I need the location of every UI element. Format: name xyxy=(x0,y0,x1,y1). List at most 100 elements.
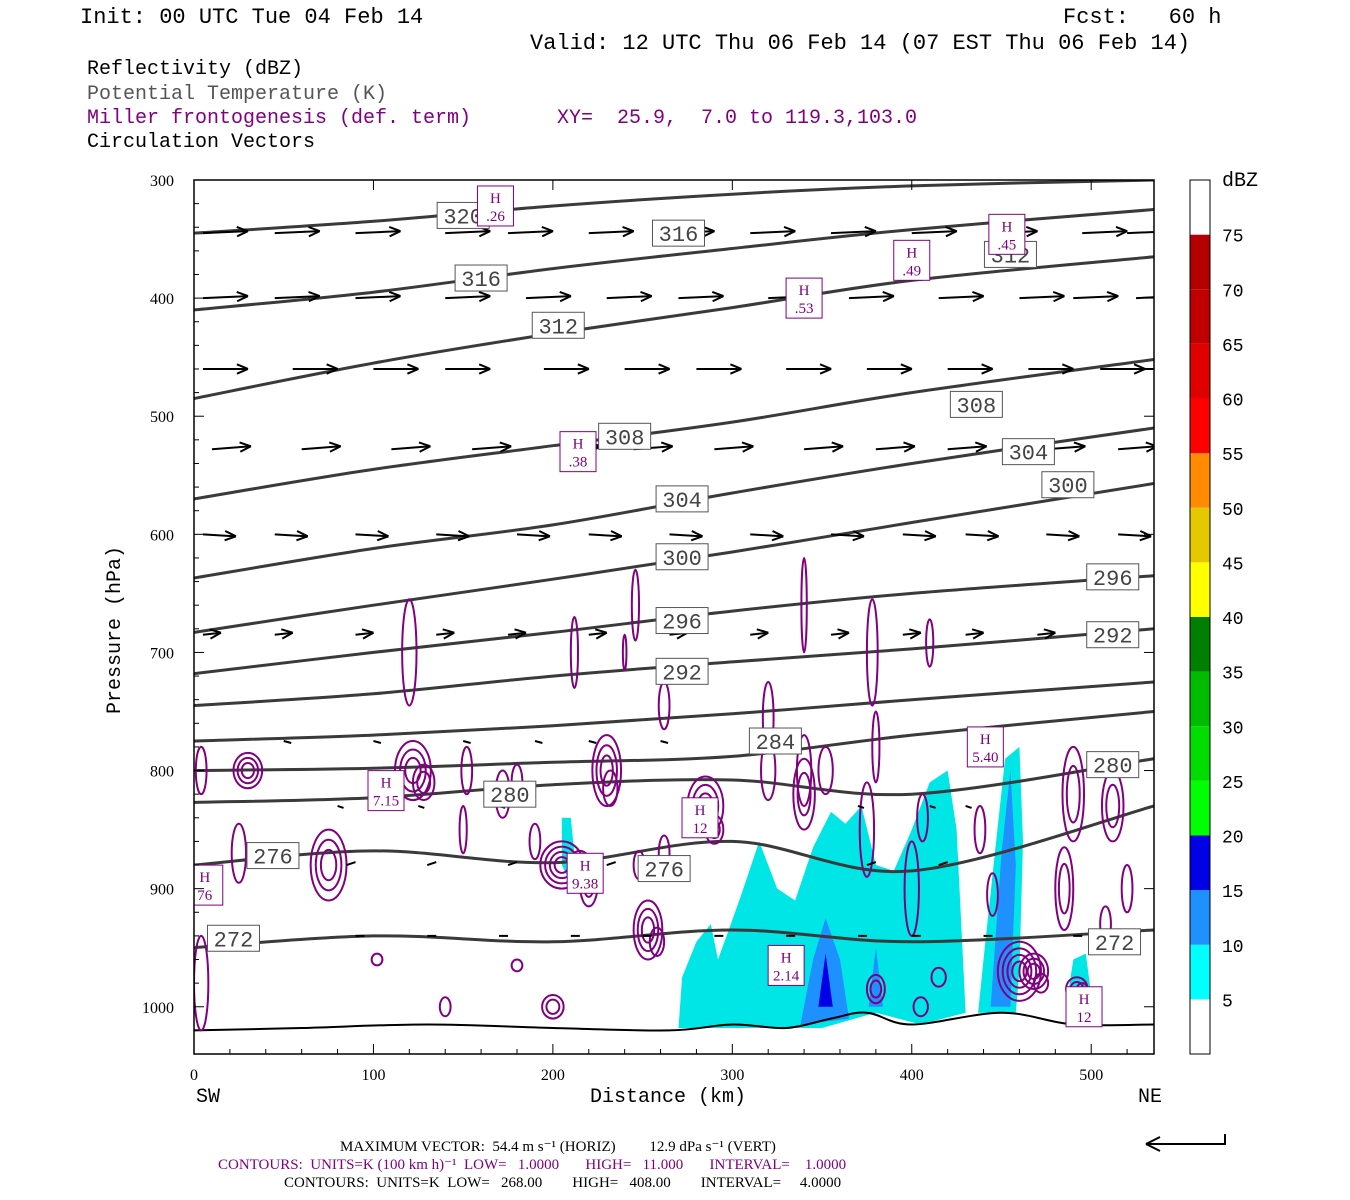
circulation-vector xyxy=(202,363,249,375)
colorbar-level-label: 25 xyxy=(1222,774,1244,794)
circulation-vector xyxy=(965,805,972,809)
circulation-vector xyxy=(337,805,344,809)
theta-label-316: 316 xyxy=(454,264,508,293)
frontogenesis-contour xyxy=(569,616,579,689)
frontogenesis-contour xyxy=(1001,947,1038,996)
frontogenesis-contour xyxy=(621,633,628,672)
x-axis-label: Distance (km) xyxy=(590,1086,747,1109)
theta-label-272: 272 xyxy=(1088,928,1142,957)
frontogenesis-contour xyxy=(865,598,879,707)
theta-label-text: 280 xyxy=(1093,755,1133,780)
theta-label-292: 292 xyxy=(1086,621,1140,650)
circulation-vector xyxy=(516,530,551,542)
frontogenesis-contour xyxy=(632,899,664,961)
theta-label-text: 300 xyxy=(662,547,702,572)
circulation-vector xyxy=(1046,530,1080,542)
colorbar-segment xyxy=(1190,507,1210,563)
colorbar-segment xyxy=(1190,890,1210,945)
theta-label-text: 296 xyxy=(662,611,702,636)
circulation-vector xyxy=(274,290,321,303)
circulation-vector xyxy=(947,363,994,375)
circulation-vector xyxy=(1019,290,1065,303)
colorbar-segment xyxy=(1190,234,1210,290)
frontogenesis-contour xyxy=(792,757,816,831)
x-left-end-label: SW xyxy=(196,1086,221,1109)
circulation-vector xyxy=(355,628,374,640)
colorbar-level-label: 65 xyxy=(1222,337,1244,357)
max-value: 2.14 xyxy=(773,968,800,984)
frontogenesis-contour xyxy=(319,848,338,882)
frontogenesis-contour xyxy=(1057,862,1071,915)
colorbar-frame xyxy=(1189,179,1211,1055)
colorbar-level-label: 50 xyxy=(1222,501,1244,521)
y-tick-label: 400 xyxy=(150,291,174,308)
theta-label-280: 280 xyxy=(483,780,537,809)
y-tick-label: 600 xyxy=(150,527,174,544)
circulation-vector xyxy=(292,363,339,375)
y-axis-label: Pressure (hPa) xyxy=(104,545,127,715)
theta-label-316: 316 xyxy=(651,219,705,248)
theta-label-308: 308 xyxy=(598,422,652,451)
circulation-vector xyxy=(355,226,401,238)
max-letter: H xyxy=(906,245,917,261)
frontogenesis-max-label: H 9.38 xyxy=(566,852,604,894)
field-frontogenesis: Miller frontogenesis (def. term) xyxy=(87,107,472,130)
theta-contour-316 xyxy=(194,208,1154,312)
colorbar-level-label: 70 xyxy=(1222,282,1244,302)
max-value: 9.38 xyxy=(572,876,598,892)
frontogenesis-contour xyxy=(1065,764,1081,824)
frontogenesis-contour xyxy=(1120,864,1134,914)
circulation-vector xyxy=(283,740,292,744)
colorbar-level-label: 75 xyxy=(1222,228,1244,248)
x-tick-label: 0 xyxy=(190,1067,198,1084)
frontogenesis-contour xyxy=(411,763,436,802)
circulation-vector xyxy=(274,530,309,542)
circulation-vector xyxy=(750,226,796,238)
frontogenesis-max-label: H 7.15 xyxy=(367,770,405,812)
x-tick-label: 200 xyxy=(541,1067,565,1084)
max-value: 7.15 xyxy=(373,794,399,810)
circulation-vector xyxy=(445,290,491,303)
colorbar-segment xyxy=(1190,999,1210,1054)
theta-contour-276 xyxy=(194,804,1154,874)
theta-label-300: 300 xyxy=(655,543,709,572)
frontogenesis-contour xyxy=(871,710,881,784)
theta-label-text: 272 xyxy=(1095,932,1135,957)
theta-label-text: 300 xyxy=(1048,475,1088,500)
colorbar-level-label: 30 xyxy=(1222,719,1244,739)
circulation-vector xyxy=(902,628,922,640)
reflectivity-region xyxy=(990,770,1016,1007)
colorbar-segment xyxy=(1190,671,1210,727)
max-value: .49 xyxy=(902,263,921,279)
colorbar-segment xyxy=(1190,343,1210,399)
max-value: 12 xyxy=(1077,1010,1092,1026)
circulation-vector xyxy=(588,740,597,744)
frontogenesis-contour xyxy=(630,568,641,642)
colorbar-level-label: 15 xyxy=(1222,883,1244,903)
init-time: Init: 00 UTC Tue 04 Feb 14 xyxy=(80,5,424,30)
theta-contour-312 xyxy=(194,255,1154,400)
frontogenesis-contour xyxy=(460,745,474,796)
theta-label-296: 296 xyxy=(655,607,709,636)
circulation-vector xyxy=(1136,296,1154,300)
colorbar-unit: dBZ xyxy=(1222,170,1259,193)
reflectivity-region xyxy=(868,947,883,1007)
colorbar-segment xyxy=(1190,726,1210,781)
colorbar-level-label: 40 xyxy=(1222,610,1244,630)
colorbar-segment xyxy=(1190,944,1210,1000)
circulation-vector xyxy=(830,530,865,542)
y-tick-label: 1000 xyxy=(142,1000,174,1017)
max-letter: H xyxy=(695,803,706,819)
circulation-vector xyxy=(1127,367,1154,370)
circulation-vector xyxy=(1118,441,1154,453)
circulation-vector xyxy=(202,226,249,238)
theta-label-300: 300 xyxy=(1041,471,1095,500)
max-value: .45 xyxy=(997,237,1016,253)
theta-label-312: 312 xyxy=(531,311,585,340)
frontogenesis-contour xyxy=(458,804,468,855)
frontogenesis-contour xyxy=(309,828,348,902)
frontogenesis-max-label: H 12 xyxy=(681,797,719,839)
max-letter: H xyxy=(1001,219,1012,235)
circulation-vector xyxy=(669,530,703,542)
field-theta: Potential Temperature (K) xyxy=(87,83,388,106)
